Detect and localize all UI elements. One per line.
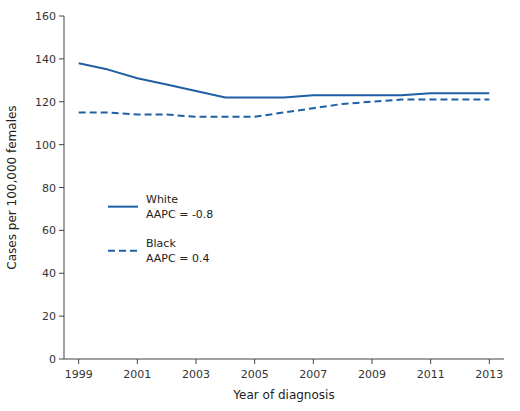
y-tick [59,58,64,59]
x-tick [372,359,373,364]
y-tick [59,230,64,231]
series-line [79,63,490,97]
legend-label: WhiteAAPC = -0.8 [146,193,213,221]
x-tick-label: 2013 [475,368,503,381]
y-tick [59,101,64,102]
x-tick-label: 2009 [358,368,386,381]
y-tick-label: 160 [35,10,56,23]
x-axis-line [64,359,504,360]
y-tick-label: 0 [49,353,56,366]
series-line [79,100,490,117]
legend-label: BlackAAPC = 0.4 [146,237,209,265]
y-tick [59,273,64,274]
x-tick-label: 2005 [241,368,269,381]
y-tick-label: 80 [42,182,56,195]
y-tick [59,316,64,317]
y-tick-label: 40 [42,267,56,280]
axes: 1999 2001 2003 2005 2007 2009 2011 2013 0 20 40 60 8… [35,10,504,381]
x-tick-label: 2007 [299,368,327,381]
x-tick [196,359,197,364]
y-tick-label: 140 [35,53,56,66]
x-tick-label: 2001 [123,368,151,381]
y-tick [59,144,64,145]
y-tick-label: 60 [42,224,56,237]
chart-container: 1999 2001 2003 2005 2007 2009 2011 2013 0 20 40 60 8… [0,0,520,411]
y-tick [59,187,64,188]
x-tick [313,359,314,364]
y-tick-label: 100 [35,139,56,152]
x-tick-label: 1999 [65,368,93,381]
x-tick-label: 2011 [417,368,445,381]
y-tick [59,359,64,360]
x-axis-label: Year of diagnosis [232,388,334,402]
chart: 1999 2001 2003 2005 2007 2009 2011 2013 0 20 40 60 8… [0,0,520,411]
y-tick [59,16,64,17]
legend-swatch [108,206,138,208]
y-tick-label: 120 [35,96,56,109]
plot-area [79,63,490,117]
y-tick-label: 20 [42,310,56,323]
x-tick [78,359,79,364]
x-tick [137,359,138,364]
x-tick [489,359,490,364]
legend-swatch [108,250,138,252]
x-tick-label: 2003 [182,368,210,381]
legend: WhiteAAPC = -0.8 BlackAAPC = 0.4 [108,193,213,265]
x-tick [430,359,431,364]
y-axis-label: Cases per 100,000 females [5,105,19,269]
x-tick [254,359,255,364]
